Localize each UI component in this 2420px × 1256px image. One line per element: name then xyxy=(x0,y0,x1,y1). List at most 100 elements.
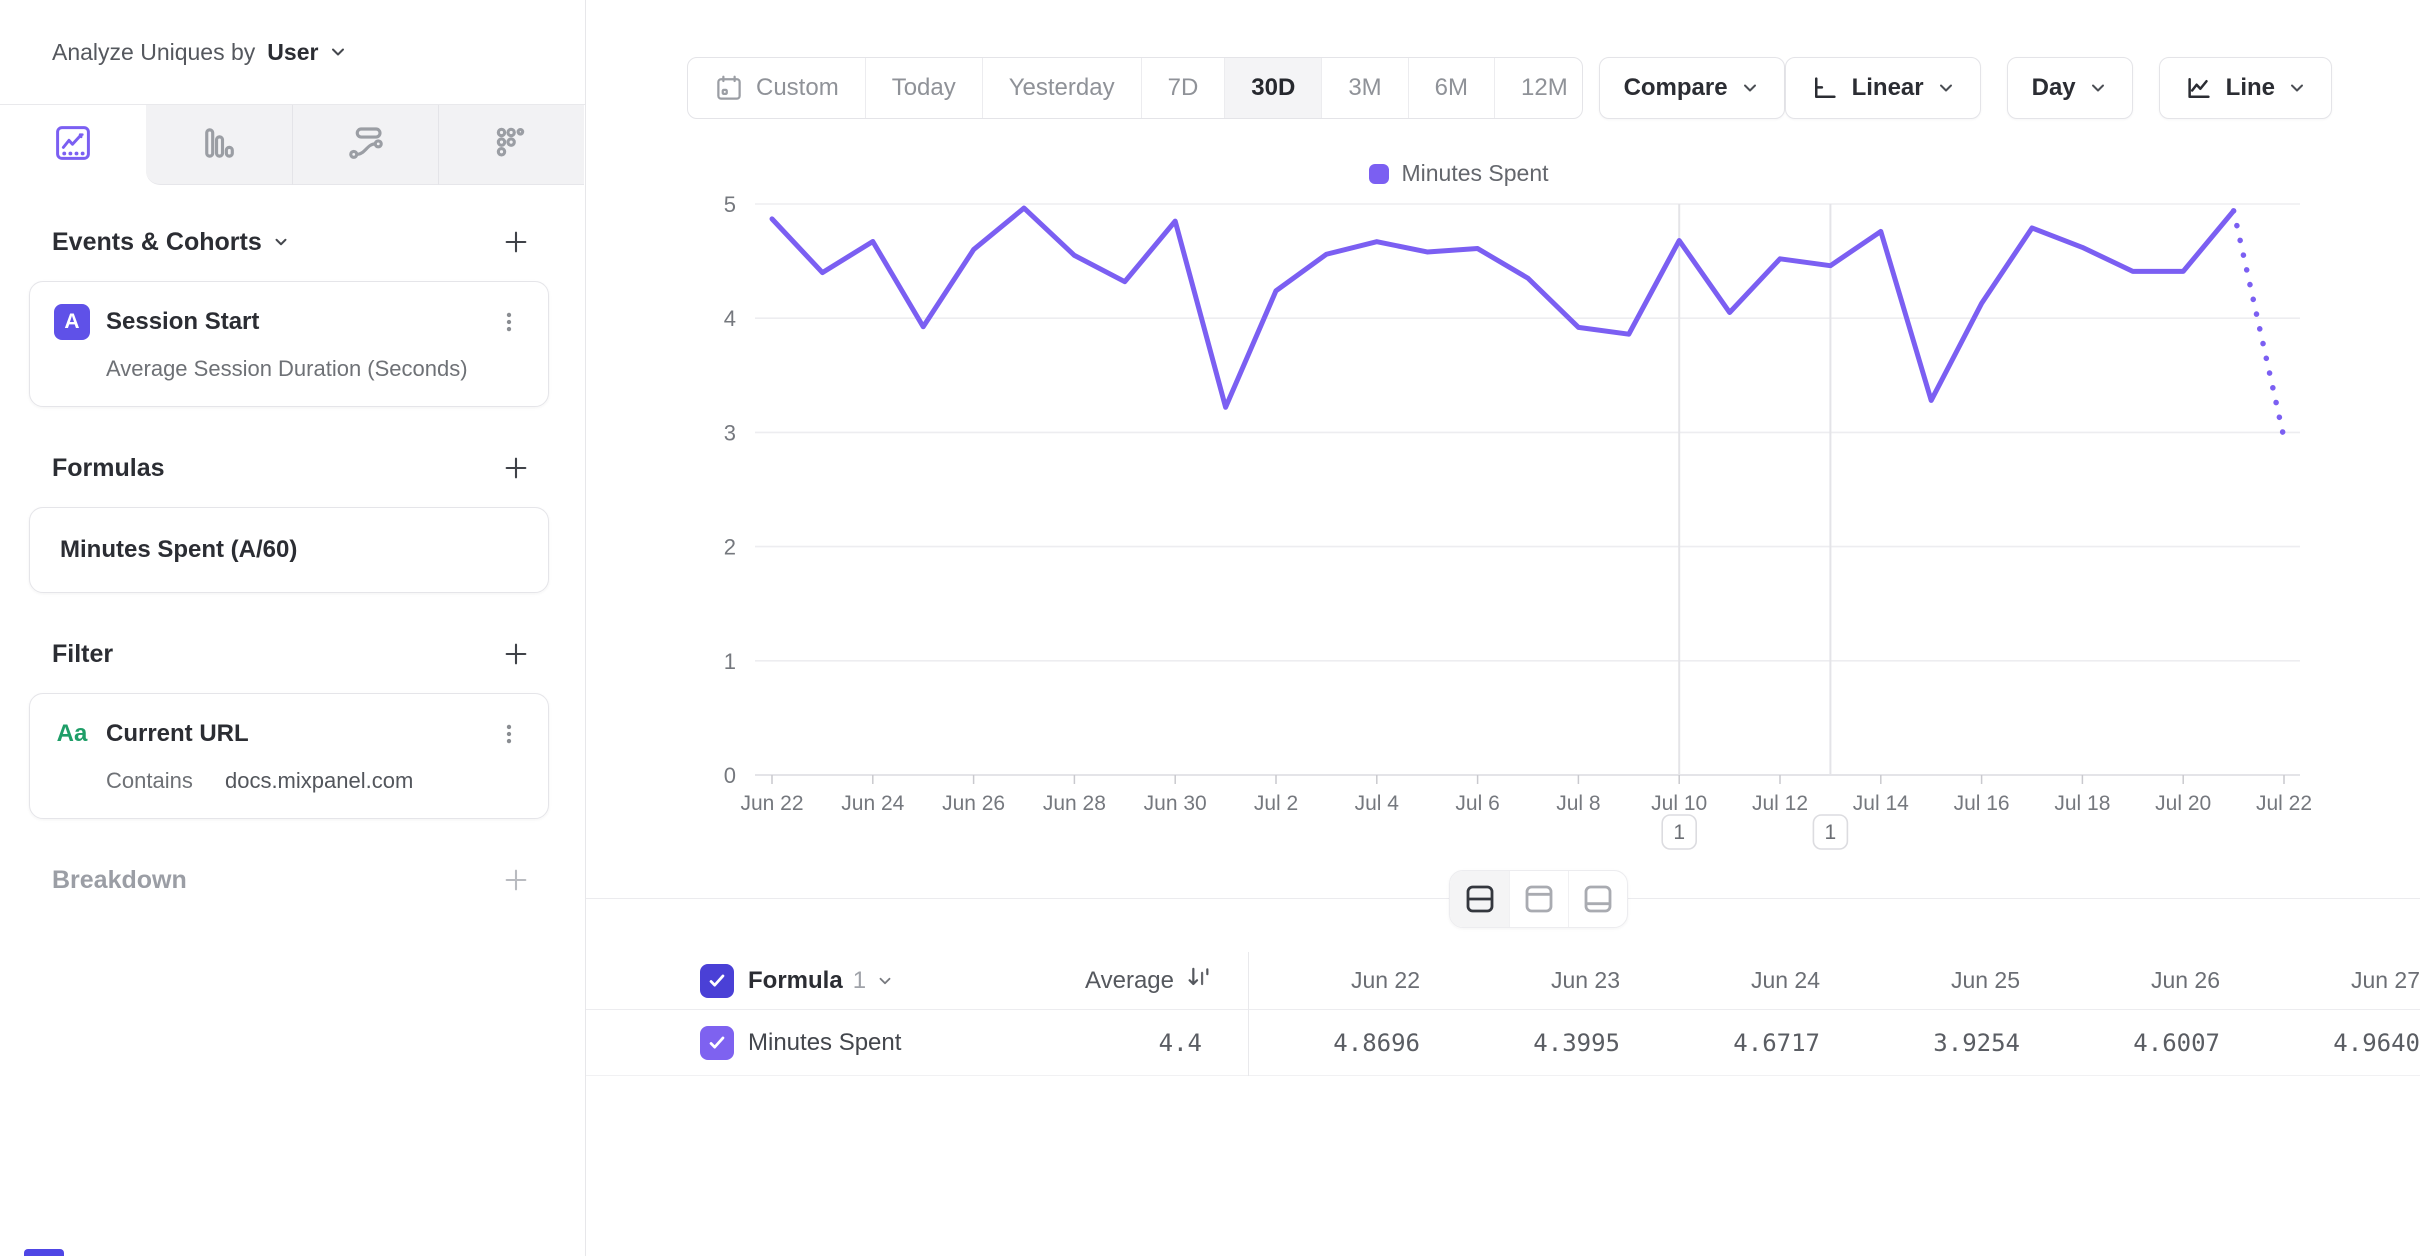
split-view-icon xyxy=(1466,885,1493,913)
svg-text:Jul 14: Jul 14 xyxy=(1853,792,1909,815)
layout-chart-only-button[interactable] xyxy=(1509,871,1568,927)
svg-text:Jul 4: Jul 4 xyxy=(1355,792,1400,815)
add-breakdown-button[interactable] xyxy=(499,863,533,897)
kebab-menu-icon[interactable] xyxy=(494,717,524,751)
svg-text:Jun 30: Jun 30 xyxy=(1144,792,1207,815)
tab-metrics[interactable] xyxy=(438,105,584,185)
value-cell: 4.6717 xyxy=(1733,1028,1820,1057)
panel-divider xyxy=(586,870,2420,928)
interval-button[interactable]: Day xyxy=(2006,57,2133,119)
date-range-label: Custom xyxy=(756,74,839,101)
svg-text:Jul 6: Jul 6 xyxy=(1455,792,1499,815)
filter-card-current-url[interactable]: Aa Current URL Contains docs.mixpanel.co… xyxy=(29,693,549,819)
scale-button[interactable]: Linear xyxy=(1784,57,1981,119)
svg-text:Jul 20: Jul 20 xyxy=(2155,792,2211,815)
analyze-uniques-label: Analyze Uniques by xyxy=(52,38,256,65)
value-cell: 4.8696 xyxy=(1333,1028,1420,1057)
filter-value[interactable]: docs.mixpanel.com xyxy=(224,768,414,793)
value-cell: 3.9254 xyxy=(1933,1028,2020,1057)
filter-operator[interactable]: Contains xyxy=(106,768,193,793)
svg-text:1: 1 xyxy=(1673,821,1685,844)
average-column-header[interactable]: Average xyxy=(1078,963,1248,998)
svg-text:Jun 26: Jun 26 xyxy=(942,792,1005,815)
layout-toggle-group xyxy=(1449,870,1628,928)
visualization-tabbar xyxy=(0,105,585,185)
add-filter-button[interactable] xyxy=(499,637,533,671)
date-range-12m[interactable]: 12M xyxy=(1494,58,1582,118)
annotation-badge: 1 xyxy=(1812,814,1849,850)
tab-insights-line-chart[interactable] xyxy=(0,105,146,185)
add-event-button[interactable] xyxy=(499,225,533,259)
column-header[interactable]: Jun 22 xyxy=(1350,967,1420,993)
table-row[interactable]: Minutes Spent 4.4 4.8696 4.3995 4.6717 3… xyxy=(586,1010,2420,1076)
bottom-panel-icon xyxy=(1584,885,1612,913)
date-range-yesterday[interactable]: Yesterday xyxy=(981,58,1141,118)
date-range-today[interactable]: Today xyxy=(864,58,982,118)
top-panel-icon xyxy=(1525,885,1553,913)
legend-label[interactable]: Minutes Spent xyxy=(1401,160,1549,186)
linear-axis-icon xyxy=(1814,77,1836,98)
line-chart-type-icon xyxy=(2188,78,2210,98)
legend-swatch[interactable] xyxy=(1369,163,1390,184)
events-cohorts-title[interactable]: Events & Cohorts xyxy=(52,228,290,257)
svg-text:0: 0 xyxy=(724,763,736,788)
svg-text:5: 5 xyxy=(724,192,736,217)
chart-legend: Minutes Spent xyxy=(586,160,2332,187)
chevron-down-icon xyxy=(879,977,891,984)
breakdown-title: Breakdown xyxy=(52,865,187,894)
kebab-menu-icon[interactable] xyxy=(494,305,524,339)
svg-text:Jul 12: Jul 12 xyxy=(1752,792,1808,815)
report-main-panel: Custom Today Yesterday 7D 30D 3M 6M 12M … xyxy=(586,0,2420,1256)
formulas-header: Formulas xyxy=(0,451,585,485)
formula-expression: Minutes Spent (A/60) xyxy=(60,536,298,563)
chart-type-button[interactable]: Line xyxy=(2158,57,2332,119)
column-header[interactable]: Jun 25 xyxy=(1950,967,2020,993)
filter-title: Filter xyxy=(52,639,114,668)
filter-condition[interactable]: Contains docs.mixpanel.com xyxy=(106,768,524,794)
event-aggregation[interactable]: Average Session Duration (Seconds) xyxy=(106,356,468,381)
metrics-grid-icon xyxy=(491,122,533,169)
date-range-custom[interactable]: Custom xyxy=(688,58,865,118)
analyze-uniques-dropdown[interactable]: Analyze Uniques by User xyxy=(0,0,585,105)
compare-button[interactable]: Compare xyxy=(1598,57,1785,119)
column-header[interactable]: Jun 26 xyxy=(2150,967,2220,993)
tab-bar-chart[interactable] xyxy=(146,105,292,185)
column-header[interactable]: Jun 24 xyxy=(1750,967,1820,993)
svg-text:3: 3 xyxy=(724,420,736,445)
add-formula-button[interactable] xyxy=(499,451,533,485)
svg-text:Jun 22: Jun 22 xyxy=(740,792,803,815)
series-checkbox[interactable] xyxy=(700,1025,734,1060)
check-icon xyxy=(709,974,725,986)
column-header[interactable]: Jun 23 xyxy=(1550,967,1620,993)
tab-flows[interactable] xyxy=(292,105,438,185)
svg-text:Jul 2: Jul 2 xyxy=(1254,792,1298,815)
column-header[interactable]: Jun 27 xyxy=(2350,967,2420,993)
svg-text:Jul 10: Jul 10 xyxy=(1651,792,1707,815)
svg-text:Jul 16: Jul 16 xyxy=(1954,792,2010,815)
svg-text:Jul 8: Jul 8 xyxy=(1556,792,1600,815)
results-table: Formula 1 Average Jun 22 Jun 23 Jun 24 J… xyxy=(586,952,2420,1076)
chevron-down-icon xyxy=(1939,84,1952,92)
svg-text:4: 4 xyxy=(724,306,736,331)
sort-icon xyxy=(1184,963,1212,998)
formula-card-minutes-spent[interactable]: Minutes Spent (A/60) xyxy=(29,507,549,593)
event-name: Session Start xyxy=(106,308,260,335)
date-range-30d[interactable]: 30D xyxy=(1224,58,1322,118)
string-property-icon: Aa xyxy=(56,720,88,747)
event-card-session-start[interactable]: A Session Start Average Session Duration… xyxy=(29,281,549,407)
bar-chart-icon xyxy=(198,122,240,169)
layout-split-button[interactable] xyxy=(1450,871,1509,927)
chart-options-group: Linear Day Line xyxy=(1784,57,2332,119)
chevron-down-icon xyxy=(2091,84,2104,92)
value-cell: 4.9640 xyxy=(2333,1028,2420,1057)
filter-property-name: Current URL xyxy=(106,720,249,747)
formula-group-header[interactable]: Formula 1 xyxy=(748,967,1078,995)
line-chart[interactable]: 0 1 2 3 4 5 1 1 Jun 22 Jun 24 Jun 26 Jun 28 Jun 30 Ju… xyxy=(586,160,2420,920)
date-range-6m[interactable]: 6M xyxy=(1407,58,1494,118)
layout-table-only-button[interactable] xyxy=(1568,871,1627,927)
select-all-checkbox[interactable] xyxy=(700,963,734,998)
value-cell: 4.6007 xyxy=(2133,1028,2220,1057)
date-range-3m[interactable]: 3M xyxy=(1321,58,1407,118)
date-range-7d[interactable]: 7D xyxy=(1140,58,1225,118)
